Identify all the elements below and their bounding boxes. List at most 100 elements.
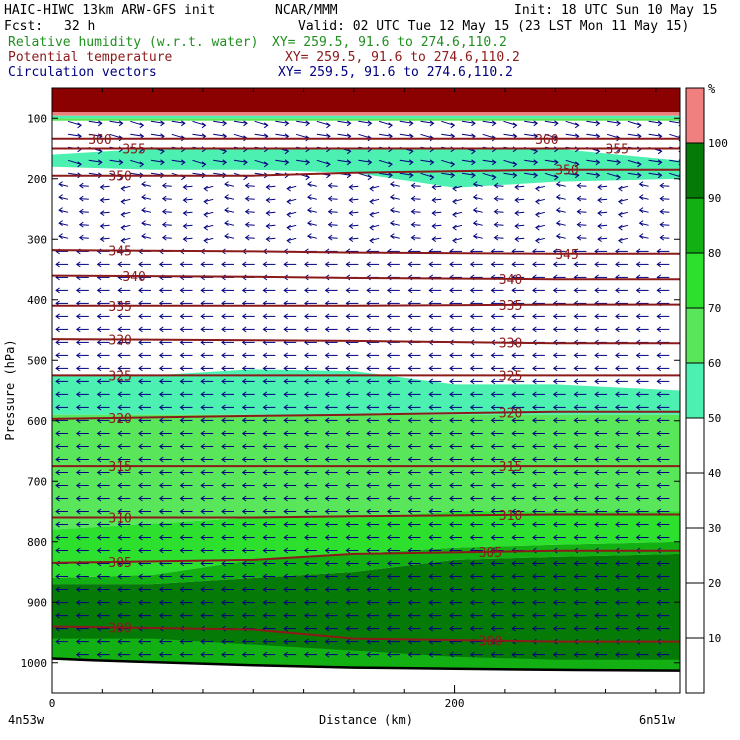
vector-head <box>490 326 496 333</box>
rh-band <box>52 541 680 585</box>
vector-head <box>158 573 164 580</box>
vector-head <box>532 287 537 294</box>
vector-head <box>117 482 123 489</box>
vector-head <box>493 208 499 215</box>
vector-head <box>594 521 599 528</box>
vector-head <box>597 197 602 204</box>
vector-head <box>616 120 621 127</box>
theta-label: 360 <box>88 133 111 148</box>
vector-head <box>158 547 164 554</box>
vector-head <box>222 159 228 166</box>
vector-shaft <box>307 235 318 239</box>
vector-head <box>490 352 496 359</box>
vector-shaft <box>515 198 525 201</box>
vector-shaft <box>577 211 587 213</box>
vector-shaft <box>390 209 400 213</box>
field-rh-xy: XY= 259.5, 91.6 to 274.6,110.2 <box>272 35 507 50</box>
vector-head <box>324 586 330 593</box>
vector-head <box>635 261 641 268</box>
vector-head <box>141 194 146 201</box>
vector-head <box>96 313 102 320</box>
vector-head <box>554 120 559 127</box>
vector-shaft <box>79 237 89 239</box>
vector-head <box>635 534 641 541</box>
vector-head <box>117 352 123 359</box>
valid-time: Valid: 02 UTC Tue 12 May 15 (23 LST Mon … <box>298 19 690 34</box>
vector-head <box>221 612 226 619</box>
vector-head <box>262 638 268 645</box>
vector-shaft <box>577 198 587 200</box>
vector-head <box>369 185 374 192</box>
vector-head <box>450 122 456 129</box>
vector-head <box>386 573 392 580</box>
vector-head <box>96 599 102 606</box>
vector-head <box>262 599 268 606</box>
vector-head <box>656 261 662 268</box>
vector-head <box>327 182 333 189</box>
vector-head <box>138 391 143 398</box>
vector-head <box>58 194 63 201</box>
init-time: Init: 18 UTC Sun 10 May 15 <box>514 3 718 18</box>
vector-shaft <box>349 198 359 201</box>
vector-shaft <box>275 133 289 137</box>
vector-head <box>200 612 205 619</box>
vector-head <box>449 404 454 411</box>
vector-head <box>635 612 641 619</box>
vector-head <box>117 326 123 333</box>
vector-head <box>490 417 496 424</box>
vector-head <box>200 365 205 372</box>
vector-head <box>638 233 644 240</box>
vector-shaft <box>378 159 393 165</box>
x-axis-title: Distance (km) <box>319 713 413 727</box>
vector-shaft <box>224 209 235 213</box>
vector-head <box>573 560 579 567</box>
vector-shaft <box>100 185 110 188</box>
vector-shaft <box>245 185 255 187</box>
vector-shaft <box>524 159 538 163</box>
vector-head <box>324 612 330 619</box>
vector-head <box>535 211 540 218</box>
vector-head <box>138 417 143 424</box>
vector-head <box>75 261 81 268</box>
vector-head <box>307 181 312 188</box>
vector-head <box>224 181 229 188</box>
vector-head <box>615 313 620 320</box>
vector-head <box>656 495 662 502</box>
vector-shaft <box>473 196 483 200</box>
vector-head <box>511 313 516 320</box>
vector-head <box>615 261 620 268</box>
vector-head <box>179 586 185 593</box>
vector-head <box>386 404 392 411</box>
vector-head <box>511 599 516 606</box>
vector-head <box>138 573 143 580</box>
vector-head <box>615 352 620 359</box>
vector-head <box>345 586 351 593</box>
vector-shaft <box>100 237 110 240</box>
vector-head <box>449 417 454 424</box>
vector-head <box>182 236 188 243</box>
vector-head <box>656 430 662 437</box>
vector-head <box>283 313 288 320</box>
y-tick-label: 200 <box>27 173 47 186</box>
vector-shaft <box>88 133 102 137</box>
vector-head <box>490 651 496 658</box>
vector-shaft <box>287 224 297 229</box>
vector-head <box>490 391 496 398</box>
vector-head <box>348 197 354 204</box>
vector-head <box>203 224 208 231</box>
terrain-line <box>52 657 680 672</box>
vector-head <box>615 534 620 541</box>
vector-head <box>283 586 288 593</box>
vector-head <box>428 625 434 632</box>
vector-head <box>469 612 475 619</box>
vector-head <box>141 207 146 214</box>
vector-head <box>490 573 496 580</box>
vector-head <box>304 573 309 580</box>
vector-head <box>179 469 185 476</box>
vector-shaft <box>296 159 310 163</box>
vector-head <box>262 456 268 463</box>
vector-head <box>200 391 205 398</box>
vector-head <box>535 237 540 244</box>
vector-head <box>573 261 579 268</box>
vector-head <box>117 586 123 593</box>
